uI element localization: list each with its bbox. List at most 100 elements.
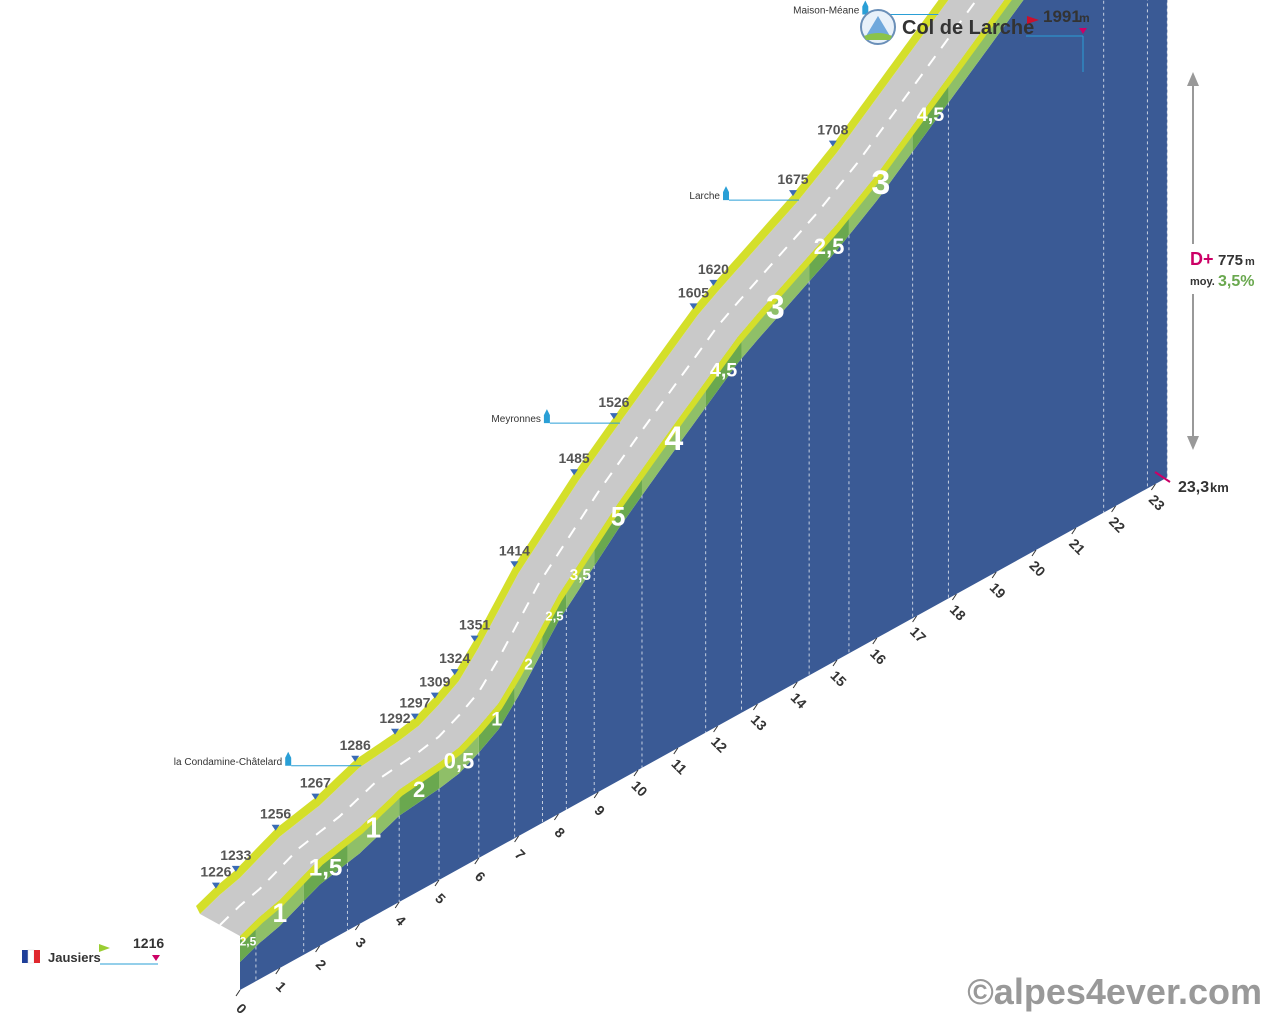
km-tick-label: 16 [867,645,889,667]
km-tick-label: 6 [472,868,489,885]
km-tick-label: 3 [353,934,370,951]
dplus-value: 775 [1218,252,1243,269]
km-tick [792,681,798,689]
summit-marker-icon [1079,28,1087,34]
elevation-label: 1286 [340,737,371,753]
km-tick [553,813,559,821]
km-tick [633,769,639,777]
mountain-badge-peak [866,16,890,36]
summit-unit: m [1079,11,1090,25]
elevation-marker-icon [789,190,797,197]
elevation-label: 1324 [439,650,470,666]
km-tick-label: 15 [827,667,849,689]
km-tick-label: 21 [1066,535,1088,557]
elevation-label: 1675 [777,171,808,187]
profile-wall [240,0,1168,990]
elevation-label: 1708 [817,122,848,138]
gradient-label: 3 [766,289,785,327]
km-tick-label: 8 [552,824,569,841]
elevation-marker-icon [570,469,579,476]
gradient-label: 1 [272,898,287,928]
flag-france-icon [22,950,28,963]
waypoint-label: Larche [689,191,720,202]
km-tick [474,857,480,865]
elevation-marker-icon [271,824,280,831]
elevation-marker-icon [828,140,837,147]
km-tick-label: 19 [987,579,1009,601]
elevation-label: 1351 [459,617,490,633]
km-tick [1111,505,1117,513]
gradient-segment [948,0,1024,103]
start-marker-icon [152,955,160,961]
elevation-label: 1526 [598,394,629,410]
elevation-marker-icon [510,561,519,568]
km-tick-label: 17 [907,623,929,645]
km-tick [951,593,957,601]
gradient-label: 0,5 [444,748,475,773]
road-edge [196,0,949,914]
road-surface [200,0,1005,936]
km-tick [832,659,838,667]
arrow-down-icon [1187,436,1199,450]
waypoint-label: Maison-Méane [793,6,860,17]
km-tick [872,637,878,645]
mountain-badge-grass [864,33,892,40]
km-tick [1150,483,1156,491]
elevation-marker-icon [470,635,479,642]
elevation-label: 1297 [399,695,430,711]
km-tick [1071,527,1077,535]
km-tick-label: 4 [392,912,409,929]
village-icon [285,751,292,766]
elevation-marker-icon [709,279,718,286]
gradient-label: 2,5 [240,934,257,948]
elevation-label: 1620 [698,261,729,277]
km-tick [1031,549,1037,557]
elevation-marker-icon [430,692,439,699]
avg-label: moy. [1190,276,1215,288]
waypoint-label: la Condamine-Châtelard [174,757,282,768]
climb-stats: D+ 775 m moy. 3,5% [1184,72,1255,450]
km-tick [673,747,679,755]
km-tick-label: 0 [233,1000,250,1017]
elevation-label: 1414 [499,542,530,558]
total-distance: 23,3 km [1154,471,1229,496]
km-tick-label: 11 [668,756,690,778]
gradient-label: 1 [491,708,502,730]
km-tick [394,901,400,909]
km-tick [991,571,997,579]
elevation-label: 1233 [220,847,251,863]
elevation-label: 1309 [419,674,450,690]
km-tick [275,967,281,975]
distance-marker [1154,471,1171,483]
start-elevation: 1216 [133,935,164,951]
village-icon [862,0,869,15]
summit-flag-icon [1027,16,1039,24]
gradient-label: 1 [365,812,381,844]
elevation-label: 1292 [379,710,410,726]
elevation-marker-icon [351,755,360,762]
elevation-labels: 1226123312561267128612921297130913241351… [200,122,849,889]
elevation-marker-icon [391,728,399,735]
km-tick [593,791,599,799]
start-name: Jausiers [48,950,101,965]
profile-wall-face [240,0,1168,990]
km-tick-label: 5 [432,890,449,907]
distance-unit: km [1210,480,1229,495]
elevation-marker-icon [410,713,419,720]
gradient-label: 5 [611,501,626,531]
road-centerline [219,0,978,926]
elevation-label: 1226 [200,864,231,880]
start-header: Jausiers 1216 [22,935,164,965]
elevation-marker-icon [689,303,698,310]
dplus-unit: m [1245,256,1255,268]
km-tick [434,879,440,887]
elevation-marker-icon [450,669,459,676]
km-tick-label: 10 [628,777,650,799]
summit-header: Col de Larche 1991 m [860,7,1090,72]
gradient-label: 1,5 [309,855,343,882]
elevation-label: 1256 [260,806,291,822]
km-tick [713,725,719,733]
elevation-marker-icon [311,793,320,800]
elevation-label: 1485 [559,450,590,466]
km-tick [752,703,758,711]
